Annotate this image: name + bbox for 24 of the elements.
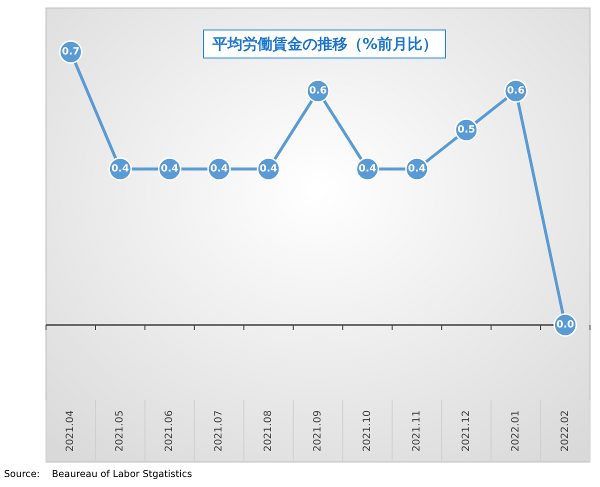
source-note: Source: Beaureau of Labor Stgatistics	[4, 469, 192, 480]
data-label: 0.7	[62, 46, 80, 58]
x-tick-label: 2021.12	[460, 410, 472, 452]
x-tick-label: 2022.02	[560, 410, 571, 452]
data-label: 0.0	[556, 320, 574, 330]
data-label: 0.6	[309, 86, 327, 96]
data-label: 0.4	[210, 164, 228, 174]
chart-title: 平均労働賃金の推移（%前月比）	[211, 35, 438, 53]
data-label: 0.5	[458, 124, 476, 136]
x-tick-label: 2021.10	[362, 410, 373, 452]
data-label: 0.4	[160, 164, 179, 174]
x-tick-label: 2021.05	[114, 410, 126, 452]
data-label: 0.4	[408, 164, 426, 174]
data-label: 0.4	[358, 164, 376, 174]
x-tick-label: 2022.01	[510, 410, 522, 452]
x-tick-label: 2021.04	[65, 410, 76, 452]
x-tick-label: 2021.09	[312, 410, 324, 452]
x-tick-label: 2021.11	[411, 410, 422, 452]
data-label: 0.4	[111, 164, 130, 174]
x-tick-label: 2021.07	[214, 410, 225, 452]
x-tick-label: 2021.06	[164, 410, 176, 452]
data-label: 0.6	[506, 86, 525, 96]
data-label: 0.4	[260, 164, 278, 174]
x-tick-label: 2021.08	[263, 410, 274, 452]
